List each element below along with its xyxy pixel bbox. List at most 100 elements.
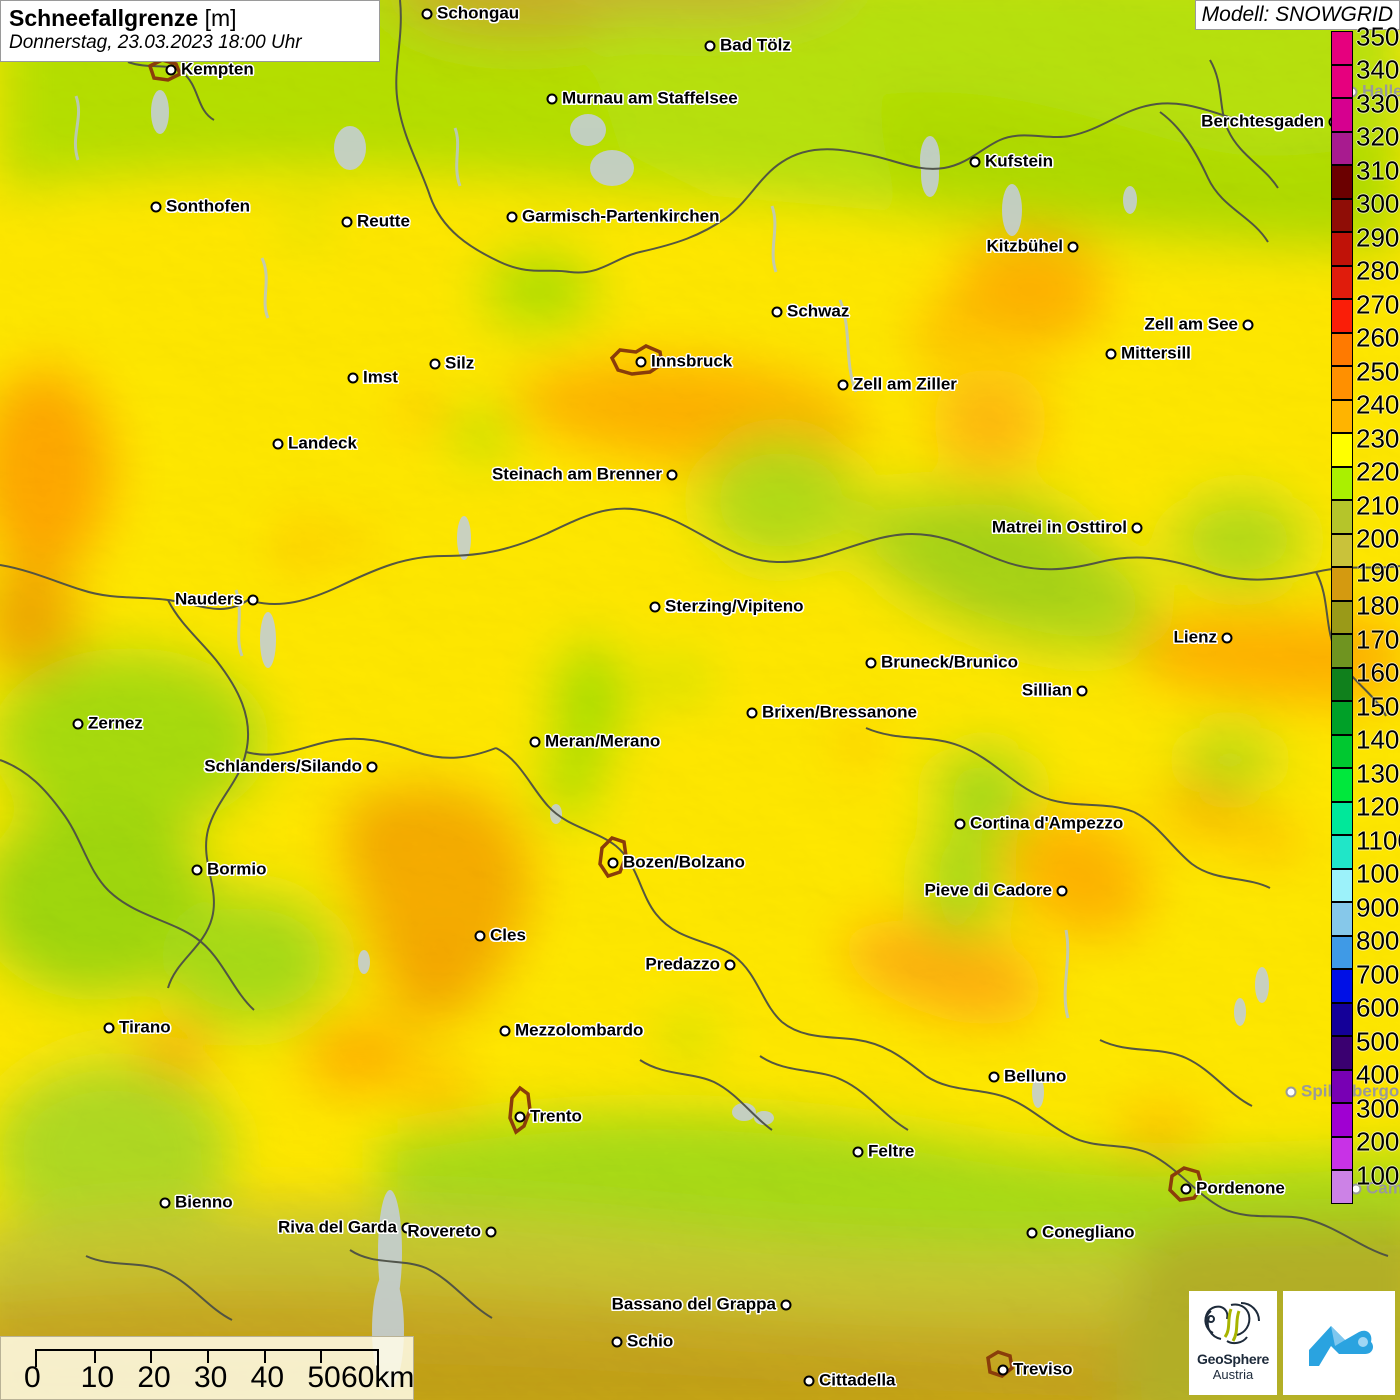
legend-row[interactable]: 2300 — [1331, 423, 1400, 467]
legend-row[interactable]: 700 — [1331, 959, 1400, 1003]
legend-row[interactable]: 1600 — [1331, 658, 1400, 701]
city-label: Murnau am Staffelsee — [562, 88, 738, 108]
legend-row[interactable]: 1400 — [1331, 725, 1400, 768]
legend-value-label: 1100 — [1356, 825, 1400, 856]
legend-value-label: 700 — [1356, 959, 1400, 990]
legend-colorbar[interactable]: 3500340033003200310030002900280027002600… — [1331, 21, 1400, 1204]
city-label: Berchtesgaden — [1201, 111, 1324, 131]
legend-swatch — [1331, 768, 1353, 802]
geosphere-mark-icon — [1204, 1302, 1260, 1345]
city-dot-icon — [165, 64, 177, 76]
city-dot-icon — [704, 40, 716, 52]
legend-value-label: 2800 — [1356, 255, 1400, 286]
city-dot-icon — [865, 657, 877, 669]
legend-swatch — [1331, 366, 1353, 400]
legend-row[interactable]: 200 — [1331, 1127, 1400, 1170]
legend-value-label: 3200 — [1356, 121, 1400, 152]
city-dot-icon — [611, 1336, 623, 1348]
legend-row[interactable]: 2900 — [1331, 222, 1400, 266]
city-label: Cortina d'Ampezzo — [970, 813, 1124, 833]
legend-row[interactable]: 900 — [1331, 892, 1400, 936]
city-label: Cles — [490, 925, 526, 945]
city-label: Tirano — [119, 1017, 171, 1037]
legend-row[interactable]: 3500 — [1331, 21, 1400, 65]
legend-row[interactable]: 1100 — [1331, 825, 1400, 869]
city-dot-icon — [159, 1197, 171, 1209]
legend-row[interactable]: 300 — [1331, 1093, 1400, 1137]
legend-value-label: 2200 — [1356, 456, 1400, 487]
legend-swatch — [1331, 969, 1353, 1003]
city-label: Landeck — [288, 433, 357, 453]
legend-row[interactable]: 800 — [1331, 926, 1400, 969]
legend-row[interactable]: 1200 — [1331, 792, 1400, 835]
city-dot-icon — [1056, 885, 1068, 897]
city-label: Kufstein — [985, 151, 1053, 171]
city-label: Lienz — [1173, 627, 1217, 647]
legend-row[interactable]: 400 — [1331, 1060, 1400, 1103]
city-dot-icon — [72, 718, 84, 730]
city-label: Pordenone — [1196, 1178, 1285, 1198]
legend-row[interactable]: 1900 — [1331, 557, 1400, 601]
legend-row[interactable]: 2800 — [1331, 256, 1400, 299]
legend-row[interactable]: 2500 — [1331, 356, 1400, 400]
city-dot-icon — [988, 1071, 1000, 1083]
city-label: Zell am Ziller — [853, 374, 957, 394]
city-label: Rovereto — [407, 1221, 481, 1241]
city-dot-icon — [366, 761, 378, 773]
scale-label: 30 — [194, 1361, 228, 1394]
legend-row[interactable]: 600 — [1331, 993, 1400, 1036]
legend-value-label: 1500 — [1356, 691, 1400, 722]
scale-label: 60km — [341, 1361, 415, 1394]
city-label: Garmisch-Partenkirchen — [522, 206, 720, 226]
legend-row[interactable]: 100 — [1331, 1160, 1400, 1204]
city-dot-icon — [499, 1025, 511, 1037]
legend-row[interactable]: 2100 — [1331, 490, 1400, 534]
legend-row[interactable]: 2600 — [1331, 323, 1400, 366]
legend-row[interactable]: 2000 — [1331, 524, 1400, 567]
legend-swatch — [1331, 98, 1353, 132]
legend-value-label: 1300 — [1356, 758, 1400, 789]
legend-row[interactable]: 3000 — [1331, 189, 1400, 232]
city-dot-icon — [724, 959, 736, 971]
legend-row[interactable]: 1800 — [1331, 591, 1400, 634]
legend-row[interactable]: 3200 — [1331, 122, 1400, 165]
city-dot-icon — [746, 707, 758, 719]
map-datetime: Donnerstag, 23.03.2023 18:00 Uhr — [9, 32, 302, 53]
legend-value-label: 3400 — [1356, 54, 1400, 85]
scale-tick — [263, 1351, 266, 1363]
legend-swatch — [1331, 1136, 1353, 1170]
legend-row[interactable]: 1500 — [1331, 691, 1400, 735]
legend-row[interactable]: 3300 — [1331, 88, 1400, 132]
legend-row[interactable]: 1700 — [1331, 624, 1400, 668]
city-label: Conegliano — [1042, 1222, 1135, 1242]
legend-value-label: 1600 — [1356, 657, 1400, 688]
legend-row[interactable]: 3400 — [1331, 55, 1400, 98]
legend-swatch — [1331, 399, 1353, 433]
legend-value-label: 200 — [1356, 1126, 1400, 1157]
city-label: Zell am See — [1144, 314, 1238, 334]
legend-row[interactable]: 500 — [1331, 1026, 1400, 1070]
legend-row[interactable]: 2700 — [1331, 289, 1400, 333]
legend-swatch — [1331, 1170, 1353, 1204]
city-label: Kitzbühel — [986, 236, 1064, 256]
legend-row[interactable]: 2200 — [1331, 457, 1400, 500]
legend-row[interactable]: 1300 — [1331, 758, 1400, 802]
legend-swatch — [1331, 165, 1353, 199]
city-label: Feltre — [868, 1141, 915, 1161]
city-dot-icon — [474, 930, 486, 942]
legend-row[interactable]: 3100 — [1331, 155, 1400, 199]
city-label: Mezzolombardo — [515, 1020, 644, 1040]
parameter-name: Schneefallgrenze — [9, 5, 199, 31]
city-dot-icon — [421, 8, 433, 20]
geosphere-logo: GeoSphere Austria — [1189, 1291, 1277, 1395]
legend-row[interactable]: 2400 — [1331, 390, 1400, 433]
city-label: Nauders — [174, 589, 243, 609]
city-dot-icon — [514, 1111, 526, 1123]
scale-tick — [150, 1351, 153, 1363]
scale-tick — [93, 1351, 96, 1363]
legend-value-label: 500 — [1356, 1026, 1400, 1057]
legend-value-label: 400 — [1356, 1059, 1400, 1090]
